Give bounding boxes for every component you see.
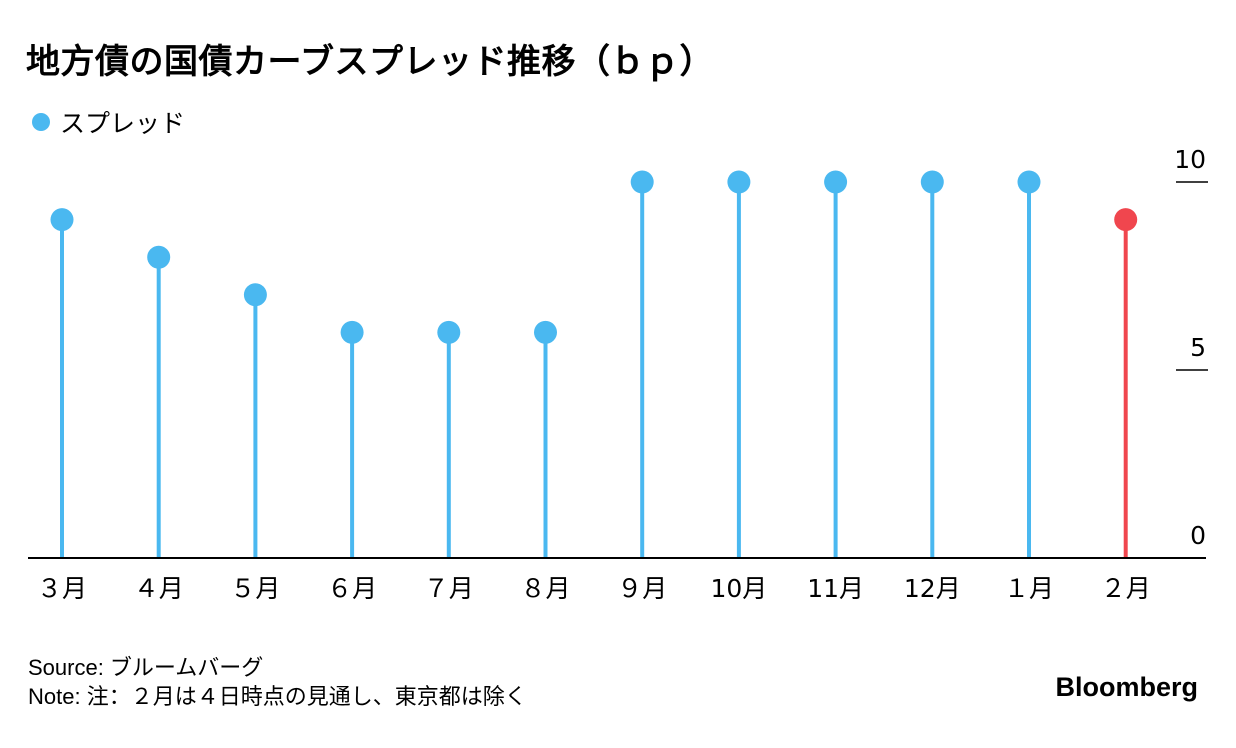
x-tick-label: 11月	[807, 574, 864, 603]
y-tick-label: 10	[1174, 145, 1206, 174]
x-tick-label: ９月	[617, 574, 667, 603]
chart-title: 地方債の国債カーブスプレッド推移（ｂｐ）	[26, 42, 714, 82]
data-point	[824, 170, 848, 194]
y-tick-label: 5	[1190, 333, 1206, 362]
x-tick-label: ４月	[134, 574, 184, 603]
data-point	[630, 170, 654, 194]
lollipop-chart: 0 5 10 ３月 ４月 ５月 ６月 ７月 ８月 ９月 10月 11月 12月 １月 ２月	[28, 145, 1208, 603]
footnote: Note: 注：２月は４日時点の見通し、東京都は除く	[28, 684, 527, 709]
data-point	[1017, 170, 1041, 194]
data-point	[147, 245, 171, 269]
data-point	[243, 283, 267, 307]
data-point	[1114, 208, 1138, 232]
data-point	[437, 320, 461, 344]
y-tick-label: 0	[1190, 521, 1206, 550]
x-tick-label: ３月	[37, 574, 87, 603]
x-tick-label: 12月	[904, 574, 961, 603]
source-note: Source: ブルームバーグ	[28, 655, 264, 680]
bloomberg-logo: Bloomberg	[1055, 672, 1198, 702]
x-tick-label: 10月	[710, 574, 767, 603]
legend: スプレッド	[32, 104, 185, 140]
data-point	[727, 170, 751, 194]
x-tick-label: ５月	[230, 574, 280, 603]
x-tick-label: １月	[1004, 574, 1054, 603]
x-tick-label: ７月	[424, 574, 474, 603]
data-point	[340, 320, 364, 344]
data-point	[920, 170, 944, 194]
x-tick-label: ２月	[1101, 574, 1151, 603]
x-tick-label: ６月	[327, 574, 377, 603]
data-point	[534, 320, 557, 344]
x-tick-label: ８月	[520, 574, 570, 603]
legend-marker	[32, 113, 50, 131]
legend-label: スプレッド	[60, 109, 186, 138]
data-point	[50, 208, 74, 232]
